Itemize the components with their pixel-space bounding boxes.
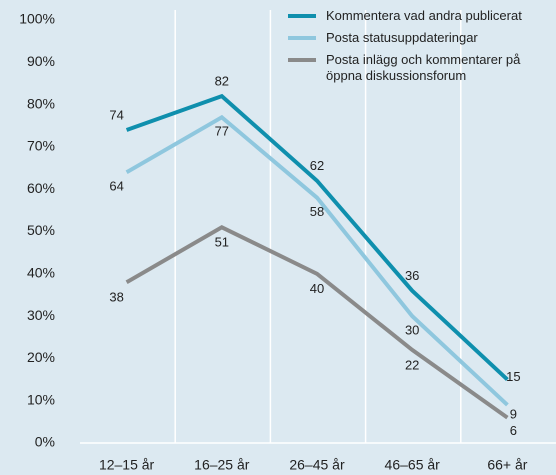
y-tick-label: 40% xyxy=(27,265,55,281)
legend-label: Posta inlägg och kommentarer på öppna di… xyxy=(326,52,521,83)
data-label: 77 xyxy=(215,124,229,139)
legend: Kommentera vad andra publicerat Posta sta… xyxy=(288,8,554,90)
legend-label: Posta statusuppdateringar xyxy=(326,30,478,45)
data-label: 82 xyxy=(215,74,229,89)
data-label: 15 xyxy=(506,369,520,384)
legend-item: Kommentera vad andra publicerat xyxy=(288,8,554,24)
legend-swatch xyxy=(288,58,316,62)
y-tick-label: 100% xyxy=(19,11,55,27)
series-line xyxy=(125,114,509,407)
data-label: 36 xyxy=(405,268,419,283)
legend-label: Kommentera vad andra publicerat xyxy=(326,8,522,23)
data-label: 51 xyxy=(215,235,229,250)
x-tick-label: 66+ år xyxy=(487,457,527,473)
y-tick-label: 0% xyxy=(35,434,55,450)
data-label: 74 xyxy=(109,107,123,122)
legend-item: Posta inlägg och kommentarer på öppna di… xyxy=(288,52,554,84)
y-tick-label: 30% xyxy=(27,307,55,323)
legend-item: Posta statusuppdateringar xyxy=(288,30,554,46)
x-tick-label: 26–45 år xyxy=(289,457,345,473)
x-tick-label: 12–15 år xyxy=(99,457,155,473)
data-label: 6 xyxy=(510,423,517,438)
data-label: 40 xyxy=(310,281,324,296)
y-tick-label: 10% xyxy=(27,391,55,407)
y-tick-label: 50% xyxy=(27,222,55,238)
x-tick-label: 16–25 år xyxy=(194,457,250,473)
x-tick-label: 46–65 år xyxy=(385,457,441,473)
series-line xyxy=(125,225,509,420)
data-label: 64 xyxy=(109,179,123,194)
y-tick-label: 80% xyxy=(27,95,55,111)
series-line xyxy=(125,93,509,382)
data-label: 58 xyxy=(310,204,324,219)
data-label: 38 xyxy=(109,290,123,305)
y-tick-label: 20% xyxy=(27,349,55,365)
y-tick-label: 90% xyxy=(27,53,55,69)
data-label: 9 xyxy=(510,406,517,421)
data-label: 22 xyxy=(405,357,419,372)
legend-swatch xyxy=(288,14,316,18)
y-tick-label: 60% xyxy=(27,180,55,196)
data-label: 62 xyxy=(310,158,324,173)
y-tick-label: 70% xyxy=(27,138,55,154)
data-label: 30 xyxy=(405,323,419,338)
legend-swatch xyxy=(288,36,316,40)
